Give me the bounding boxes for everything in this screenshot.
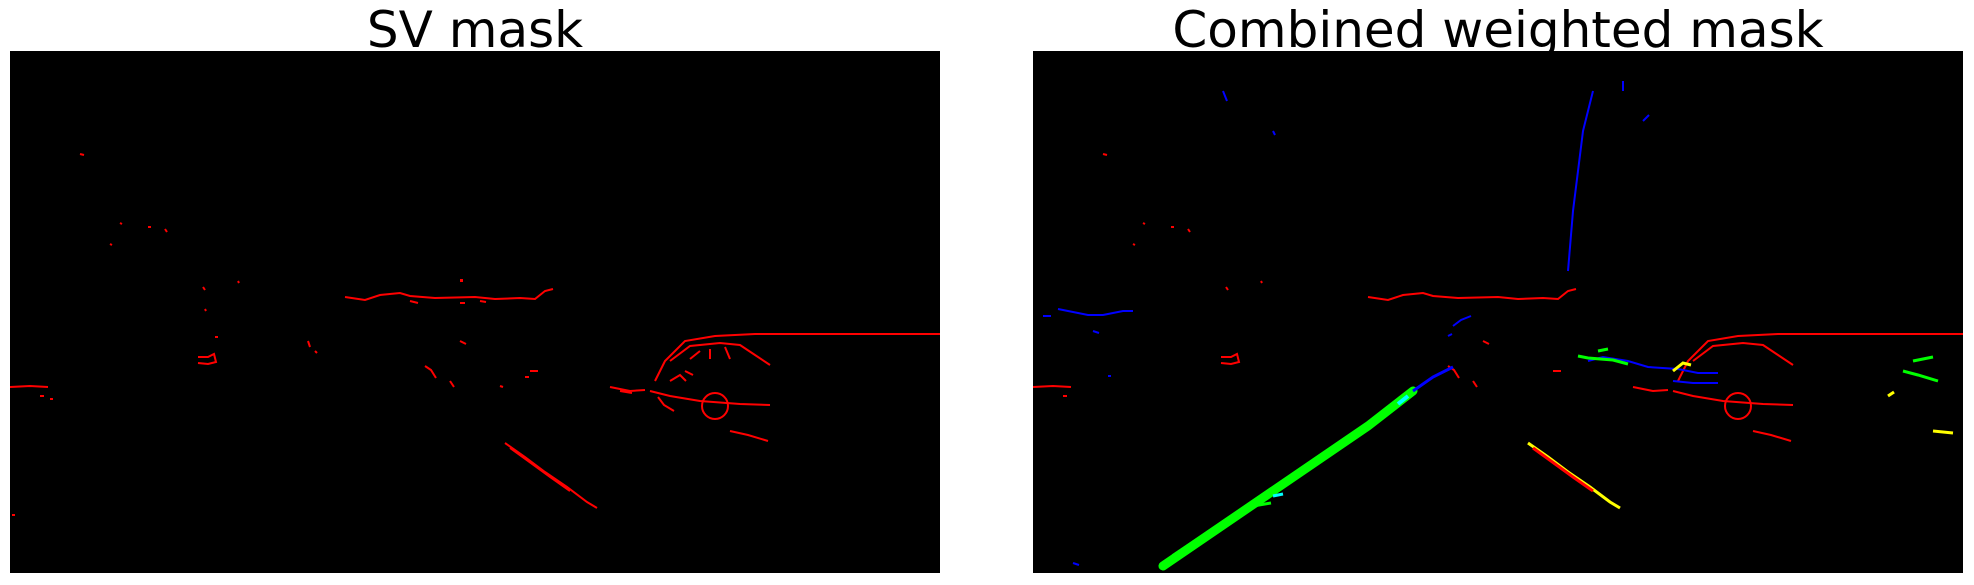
- car-outline: [649, 333, 940, 442]
- combined-mask-pixels: [1033, 51, 1963, 573]
- green-lane-line: [1158, 365, 1454, 571]
- panel-title: Combined weighted mask: [1172, 1, 1824, 59]
- sv-mask-image: [10, 51, 940, 573]
- car-highlights: [1577, 347, 1954, 435]
- combined-mask-image: [1033, 51, 1963, 573]
- sv-mask-pixels: [10, 51, 940, 573]
- yellow-lane-line: [1527, 441, 1621, 510]
- red-mask-features: [10, 153, 646, 509]
- red-mask-dots: [12, 279, 463, 516]
- panel-combined-weighted-mask: Combined weighted mask: [1033, 0, 1963, 575]
- panel-title: SV mask: [366, 1, 584, 59]
- blue-mask-features: [1043, 81, 1718, 566]
- panel-sv-mask: SV mask: [10, 0, 940, 575]
